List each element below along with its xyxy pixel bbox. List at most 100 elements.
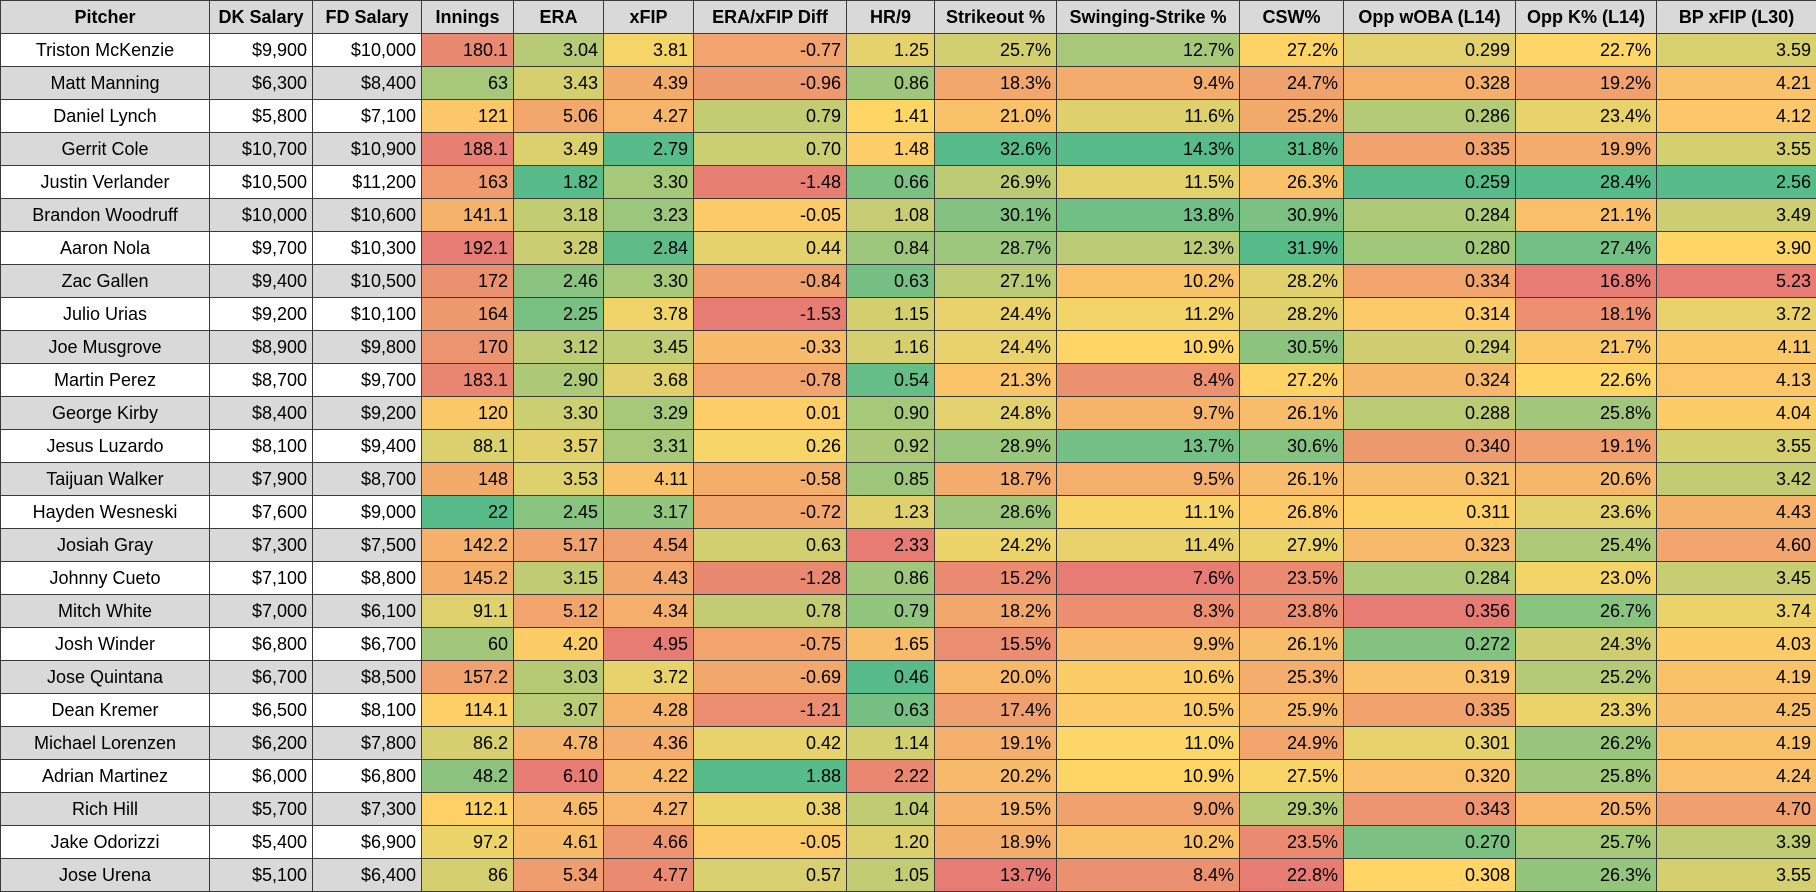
cell-innings[interactable]: 60 xyxy=(422,628,514,661)
cell-csw-pct[interactable]: 31.8% xyxy=(1240,133,1344,166)
col-header-opp-woba[interactable]: Opp wOBA (L14) xyxy=(1344,1,1516,34)
cell-strikeout-pct[interactable]: 28.6% xyxy=(935,496,1057,529)
cell-bp-xfip[interactable]: 3.59 xyxy=(1657,34,1816,67)
cell-csw-pct[interactable]: 30.5% xyxy=(1240,331,1344,364)
cell-opp-k-pct[interactable]: 21.1% xyxy=(1516,199,1657,232)
cell-swinging-strike-pct[interactable]: 8.4% xyxy=(1057,859,1240,892)
cell-opp-woba[interactable]: 0.328 xyxy=(1344,67,1516,100)
cell-fd-salary[interactable]: $9,700 xyxy=(313,364,422,397)
cell-fd-salary[interactable]: $6,900 xyxy=(313,826,422,859)
cell-opp-k-pct[interactable]: 26.3% xyxy=(1516,859,1657,892)
cell-csw-pct[interactable]: 27.2% xyxy=(1240,364,1344,397)
cell-pitcher[interactable]: Brandon Woodruff xyxy=(1,199,210,232)
col-header-era[interactable]: ERA xyxy=(514,1,604,34)
cell-era[interactable]: 3.07 xyxy=(514,694,604,727)
cell-opp-woba[interactable]: 0.270 xyxy=(1344,826,1516,859)
cell-bp-xfip[interactable]: 4.04 xyxy=(1657,397,1816,430)
cell-opp-woba[interactable]: 0.323 xyxy=(1344,529,1516,562)
cell-swinging-strike-pct[interactable]: 11.6% xyxy=(1057,100,1240,133)
cell-era[interactable]: 1.82 xyxy=(514,166,604,199)
cell-csw-pct[interactable]: 24.9% xyxy=(1240,727,1344,760)
cell-dk-salary[interactable]: $6,500 xyxy=(210,694,313,727)
cell-strikeout-pct[interactable]: 18.7% xyxy=(935,463,1057,496)
cell-era[interactable]: 3.03 xyxy=(514,661,604,694)
cell-xfip[interactable]: 4.27 xyxy=(604,100,694,133)
cell-era[interactable]: 4.78 xyxy=(514,727,604,760)
cell-era-xfip-diff[interactable]: 0.70 xyxy=(694,133,847,166)
cell-innings[interactable]: 114.1 xyxy=(422,694,514,727)
cell-strikeout-pct[interactable]: 19.1% xyxy=(935,727,1057,760)
cell-hr9[interactable]: 0.79 xyxy=(847,595,935,628)
cell-hr9[interactable]: 1.15 xyxy=(847,298,935,331)
cell-era-xfip-diff[interactable]: -0.84 xyxy=(694,265,847,298)
cell-era-xfip-diff[interactable]: -0.77 xyxy=(694,34,847,67)
cell-bp-xfip[interactable]: 3.55 xyxy=(1657,859,1816,892)
cell-csw-pct[interactable]: 27.5% xyxy=(1240,760,1344,793)
cell-pitcher[interactable]: Josh Winder xyxy=(1,628,210,661)
cell-fd-salary[interactable]: $6,400 xyxy=(313,859,422,892)
cell-era[interactable]: 5.06 xyxy=(514,100,604,133)
cell-bp-xfip[interactable]: 4.24 xyxy=(1657,760,1816,793)
cell-xfip[interactable]: 3.81 xyxy=(604,34,694,67)
cell-xfip[interactable]: 4.66 xyxy=(604,826,694,859)
cell-era-xfip-diff[interactable]: 0.38 xyxy=(694,793,847,826)
cell-strikeout-pct[interactable]: 24.8% xyxy=(935,397,1057,430)
cell-innings[interactable]: 164 xyxy=(422,298,514,331)
cell-pitcher[interactable]: Gerrit Cole xyxy=(1,133,210,166)
cell-csw-pct[interactable]: 23.8% xyxy=(1240,595,1344,628)
cell-dk-salary[interactable]: $7,600 xyxy=(210,496,313,529)
cell-csw-pct[interactable]: 26.1% xyxy=(1240,397,1344,430)
cell-hr9[interactable]: 0.84 xyxy=(847,232,935,265)
cell-bp-xfip[interactable]: 4.19 xyxy=(1657,661,1816,694)
cell-opp-woba[interactable]: 0.286 xyxy=(1344,100,1516,133)
cell-strikeout-pct[interactable]: 21.0% xyxy=(935,100,1057,133)
cell-opp-woba[interactable]: 0.301 xyxy=(1344,727,1516,760)
cell-era-xfip-diff[interactable]: -0.96 xyxy=(694,67,847,100)
cell-swinging-strike-pct[interactable]: 11.1% xyxy=(1057,496,1240,529)
cell-era[interactable]: 3.49 xyxy=(514,133,604,166)
cell-fd-salary[interactable]: $7,500 xyxy=(313,529,422,562)
cell-strikeout-pct[interactable]: 19.5% xyxy=(935,793,1057,826)
cell-innings[interactable]: 121 xyxy=(422,100,514,133)
cell-opp-k-pct[interactable]: 19.2% xyxy=(1516,67,1657,100)
cell-era-xfip-diff[interactable]: 0.44 xyxy=(694,232,847,265)
cell-xfip[interactable]: 4.28 xyxy=(604,694,694,727)
cell-fd-salary[interactable]: $8,100 xyxy=(313,694,422,727)
cell-innings[interactable]: 86 xyxy=(422,859,514,892)
cell-csw-pct[interactable]: 23.5% xyxy=(1240,826,1344,859)
cell-xfip[interactable]: 4.27 xyxy=(604,793,694,826)
cell-innings[interactable]: 120 xyxy=(422,397,514,430)
cell-era-xfip-diff[interactable]: -0.58 xyxy=(694,463,847,496)
cell-dk-salary[interactable]: $5,100 xyxy=(210,859,313,892)
cell-hr9[interactable]: 0.86 xyxy=(847,562,935,595)
cell-opp-woba[interactable]: 0.294 xyxy=(1344,331,1516,364)
cell-strikeout-pct[interactable]: 26.9% xyxy=(935,166,1057,199)
cell-swinging-strike-pct[interactable]: 13.8% xyxy=(1057,199,1240,232)
cell-era-xfip-diff[interactable]: -1.28 xyxy=(694,562,847,595)
cell-strikeout-pct[interactable]: 18.9% xyxy=(935,826,1057,859)
cell-era-xfip-diff[interactable]: -0.69 xyxy=(694,661,847,694)
cell-bp-xfip[interactable]: 3.55 xyxy=(1657,430,1816,463)
cell-pitcher[interactable]: Joe Musgrove xyxy=(1,331,210,364)
cell-era[interactable]: 3.04 xyxy=(514,34,604,67)
cell-hr9[interactable]: 1.20 xyxy=(847,826,935,859)
cell-opp-k-pct[interactable]: 16.8% xyxy=(1516,265,1657,298)
cell-pitcher[interactable]: Martin Perez xyxy=(1,364,210,397)
cell-fd-salary[interactable]: $10,500 xyxy=(313,265,422,298)
cell-strikeout-pct[interactable]: 15.5% xyxy=(935,628,1057,661)
cell-opp-k-pct[interactable]: 25.7% xyxy=(1516,826,1657,859)
cell-opp-woba[interactable]: 0.319 xyxy=(1344,661,1516,694)
cell-era-xfip-diff[interactable]: -1.48 xyxy=(694,166,847,199)
cell-opp-k-pct[interactable]: 26.7% xyxy=(1516,595,1657,628)
col-header-opp-k-pct[interactable]: Opp K% (L14) xyxy=(1516,1,1657,34)
cell-strikeout-pct[interactable]: 27.1% xyxy=(935,265,1057,298)
cell-csw-pct[interactable]: 28.2% xyxy=(1240,265,1344,298)
cell-swinging-strike-pct[interactable]: 12.3% xyxy=(1057,232,1240,265)
